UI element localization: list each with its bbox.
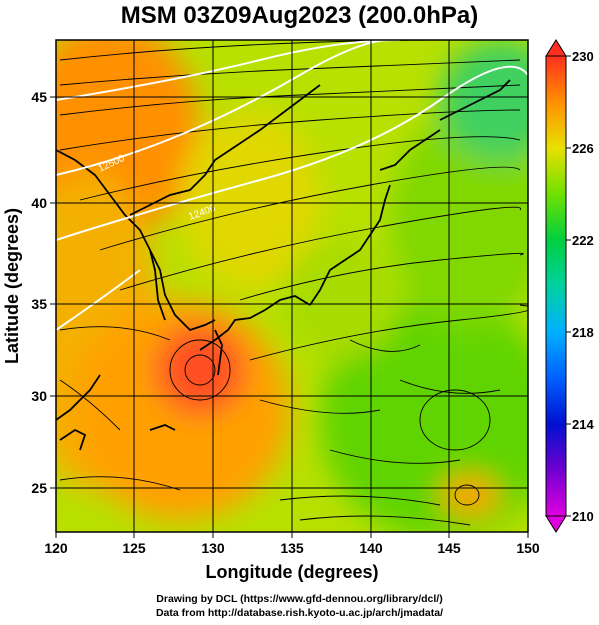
height-contours — [56, 40, 528, 331]
y-tick-40: 40 — [31, 195, 47, 211]
credit-data-source: Data from http://database.rish.kyoto-u.a… — [155, 607, 444, 619]
streamlines — [59, 40, 528, 526]
grid-lines — [56, 40, 528, 532]
colorbar-tick-210: 210 — [572, 509, 594, 524]
y-tick-30: 30 — [31, 388, 47, 404]
colorbar-tick-230: 230 — [572, 49, 594, 64]
x-tick-120: 120 — [44, 540, 68, 556]
x-tick-140: 140 — [359, 540, 383, 556]
tick-marks — [50, 96, 529, 538]
colorbar-tick-214: 214 — [572, 417, 594, 432]
colorbar-scale — [545, 55, 567, 517]
map-panel: 12500 12400 — [2, 39, 540, 582]
y-tick-45: 45 — [31, 89, 47, 105]
colorbar-tick-218: 218 — [572, 325, 594, 340]
temperature-field — [56, 40, 528, 532]
y-tick-25: 25 — [31, 480, 47, 496]
x-tick-145: 145 — [437, 540, 461, 556]
x-axis-label: Longitude (degrees) — [205, 562, 378, 582]
x-tick-125: 125 — [122, 540, 146, 556]
coastlines — [56, 79, 511, 451]
colorbar-top-arrow — [545, 39, 567, 57]
colorbar: 230 226 222 218 214 210 — [545, 39, 594, 533]
x-tick-130: 130 — [201, 540, 225, 556]
x-tick-150: 150 — [516, 540, 540, 556]
credit-drawing: Drawing by DCL (https://www.gfd-dennou.o… — [156, 593, 443, 605]
map-title: MSM 03Z09Aug2023 (200.0hPa) — [120, 2, 479, 29]
colorbar-tick-226: 226 — [572, 141, 594, 156]
x-tick-135: 135 — [280, 540, 304, 556]
y-tick-35: 35 — [31, 296, 47, 312]
colorbar-bottom-arrow — [545, 515, 567, 533]
y-axis-label: Latitude (degrees) — [2, 208, 22, 364]
colorbar-tick-222: 222 — [572, 233, 594, 248]
